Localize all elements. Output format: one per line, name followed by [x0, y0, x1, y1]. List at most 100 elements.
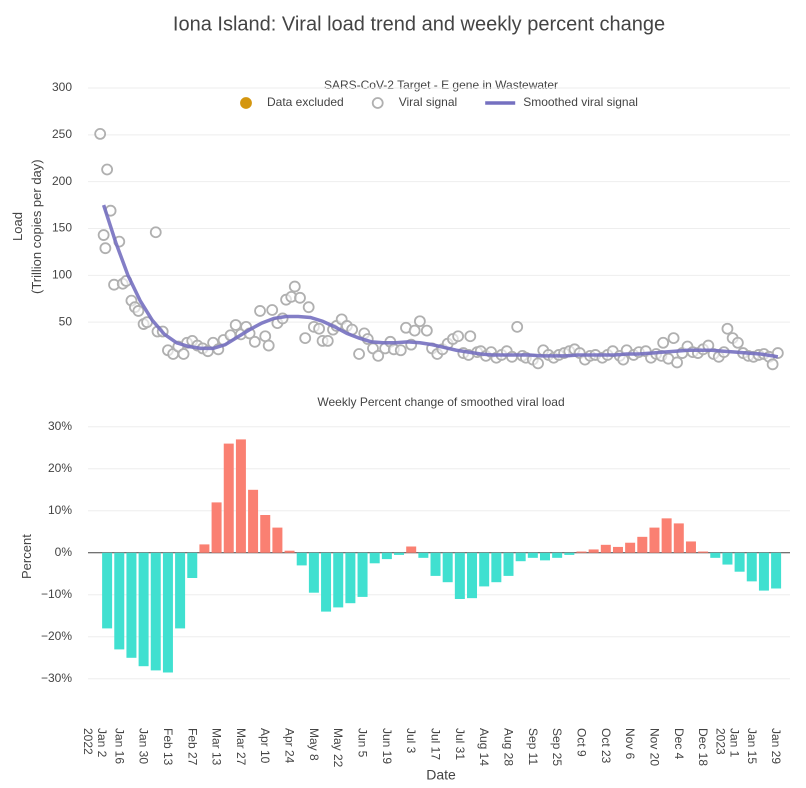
- signal-point: [353, 348, 365, 360]
- bar: [272, 527, 283, 553]
- legend-symbol: [240, 97, 252, 109]
- x-tick-label: Feb 27: [185, 728, 200, 766]
- subplot-title: Weekly Percent change of smoothed viral …: [317, 395, 564, 409]
- signal-point: [452, 330, 465, 343]
- signal-point: [657, 336, 670, 349]
- bar: [722, 552, 733, 565]
- bar: [430, 552, 441, 576]
- x-tick-label: Aug 14: [477, 728, 492, 767]
- chart-title: Iona Island: Viral load trend and weekly…: [173, 13, 665, 35]
- signal-point: [262, 339, 275, 352]
- bar: [661, 518, 672, 553]
- bar: [503, 552, 514, 576]
- bar: [394, 552, 405, 555]
- signal-point: [288, 280, 301, 293]
- x-tick-label: Jan 29: [769, 728, 784, 765]
- bar: [467, 552, 478, 599]
- x-axis-title: Date: [426, 767, 456, 783]
- y-tick-label: 50: [59, 314, 73, 328]
- bar: [625, 542, 636, 553]
- signal-point: [464, 330, 477, 343]
- legend-label: Data excluded: [267, 95, 344, 109]
- bar: [102, 552, 113, 629]
- bar: [345, 552, 356, 604]
- signal-point: [94, 127, 107, 140]
- x-tick-label: Dec 4: [671, 728, 686, 760]
- bar: [673, 523, 684, 553]
- y-tick-label: 100: [52, 268, 72, 282]
- y-tick-label: 250: [52, 127, 72, 141]
- bar: [491, 552, 502, 583]
- bar: [710, 552, 721, 558]
- x-tick-label: May 22: [331, 728, 346, 768]
- y-tick-label: 10%: [48, 503, 72, 517]
- bar: [637, 536, 648, 553]
- bar: [418, 552, 429, 558]
- x-tick-label: Nov 6: [623, 728, 638, 760]
- y-tick-label: −20%: [41, 629, 72, 643]
- signal-point: [266, 304, 279, 316]
- signal-point: [313, 322, 326, 335]
- bar: [442, 552, 453, 583]
- x-tick-label: Apr 24: [282, 728, 297, 764]
- bar: [649, 527, 660, 553]
- bar: [199, 544, 210, 553]
- bar: [175, 552, 186, 629]
- x-tick-label: Apr 10: [258, 728, 273, 764]
- y-tick-label: −30%: [41, 671, 72, 685]
- x-tick-label: Jan 1 2023: [713, 728, 742, 758]
- signal-point: [511, 320, 524, 333]
- bar: [588, 549, 599, 553]
- signal-point: [97, 229, 110, 241]
- bar: [162, 552, 173, 673]
- legend-symbol: [371, 97, 384, 109]
- x-tick-label: Jan 16: [112, 728, 127, 765]
- bar: [406, 546, 417, 553]
- bar: [564, 552, 575, 555]
- signal-point: [177, 348, 190, 360]
- y-tick-label: 200: [52, 174, 72, 188]
- signal-point: [766, 358, 779, 371]
- signal-point: [413, 315, 426, 328]
- signal-point: [532, 357, 544, 370]
- bar: [308, 552, 319, 593]
- bar: [211, 502, 222, 553]
- legend-label: Viral signal: [399, 95, 457, 109]
- bar: [552, 552, 563, 558]
- signal-point: [321, 334, 334, 347]
- bar: [321, 552, 332, 612]
- smoothed-line: [101, 204, 779, 359]
- x-tick-label: Mar 27: [233, 728, 248, 766]
- x-tick-label: Jun 19: [379, 728, 394, 765]
- y-axis-title: Percent: [19, 534, 34, 580]
- x-tick-label: Jul 31: [452, 728, 467, 761]
- signal-point: [408, 324, 421, 337]
- x-tick-label: Nov 20: [647, 728, 662, 767]
- signal-point: [294, 291, 306, 304]
- bar: [260, 515, 271, 553]
- x-tick-label: Jan 15: [744, 728, 759, 765]
- bar: [126, 552, 137, 658]
- x-tick-label: Oct 9: [574, 728, 589, 757]
- y-tick-label: 20%: [48, 461, 72, 475]
- bar: [698, 551, 709, 553]
- bar: [758, 552, 769, 591]
- bar: [248, 489, 259, 553]
- bar: [357, 552, 368, 597]
- bar: [527, 552, 538, 558]
- x-tick-label: Sep 25: [550, 728, 565, 767]
- x-tick-label: Feb 13: [160, 728, 175, 766]
- x-tick-label: Jul 3: [404, 728, 419, 754]
- bar: [612, 546, 623, 553]
- signal-point: [101, 163, 114, 176]
- bar: [600, 544, 611, 553]
- bar: [685, 541, 696, 553]
- x-tick-label: Jul 17: [428, 728, 443, 761]
- signal-point: [667, 332, 680, 344]
- signal-point: [149, 226, 162, 239]
- bar: [515, 552, 526, 562]
- x-tick-label: Aug 28: [501, 728, 516, 767]
- bar: [150, 552, 161, 671]
